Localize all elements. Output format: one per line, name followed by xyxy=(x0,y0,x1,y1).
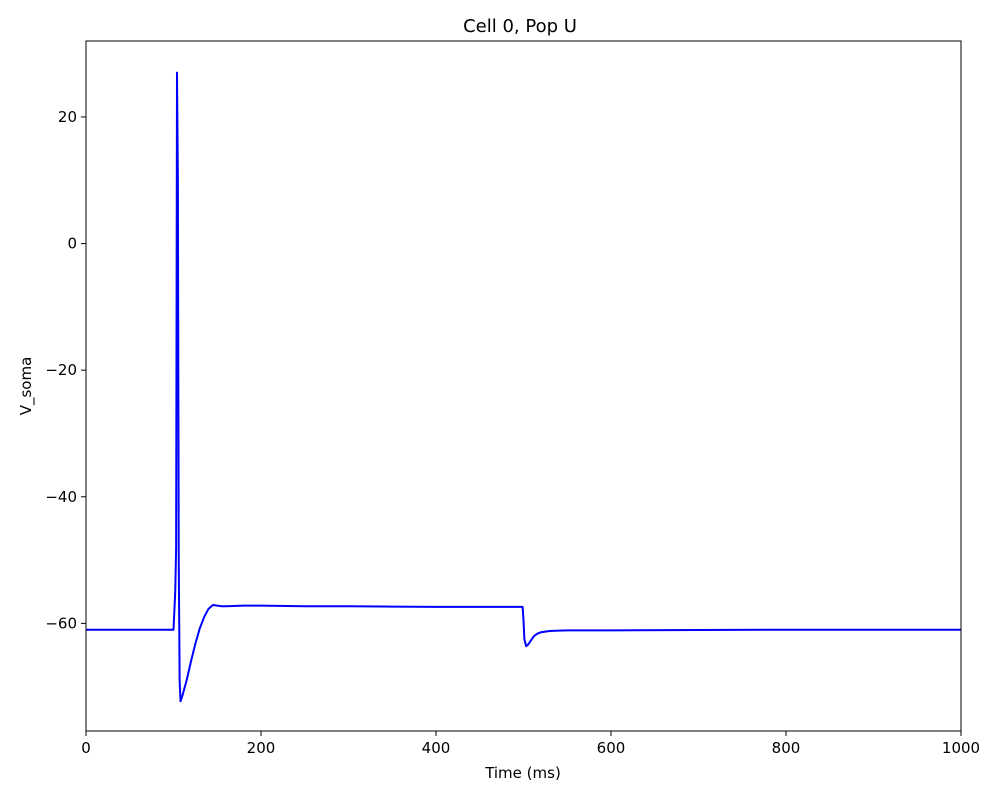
y-axis-ticks: −60 −40 −20 0 20 xyxy=(45,108,86,632)
series-line-0 xyxy=(86,71,961,703)
chart-title: Cell 0, Pop U xyxy=(463,16,577,37)
x-tick-label: 200 xyxy=(247,739,276,757)
x-tick-label: 400 xyxy=(422,739,451,757)
y-tick-label: −40 xyxy=(45,488,77,506)
plot-area xyxy=(86,71,961,703)
y-tick-label: 20 xyxy=(58,108,77,126)
y-tick-label: −20 xyxy=(45,361,77,379)
x-tick-label: 600 xyxy=(597,739,626,757)
plot-frame xyxy=(85,40,962,732)
x-axis-label: Time (ms) xyxy=(484,764,561,782)
x-tick-label: 0 xyxy=(81,739,91,757)
y-axis-label: V_soma xyxy=(17,357,36,416)
x-tick-label: 800 xyxy=(772,739,801,757)
y-tick-label: −60 xyxy=(45,614,77,632)
x-tick-label: 1000 xyxy=(942,739,980,757)
x-axis-ticks: 0 200 400 600 800 1000 xyxy=(81,731,980,757)
y-tick-label: 0 xyxy=(67,235,77,253)
